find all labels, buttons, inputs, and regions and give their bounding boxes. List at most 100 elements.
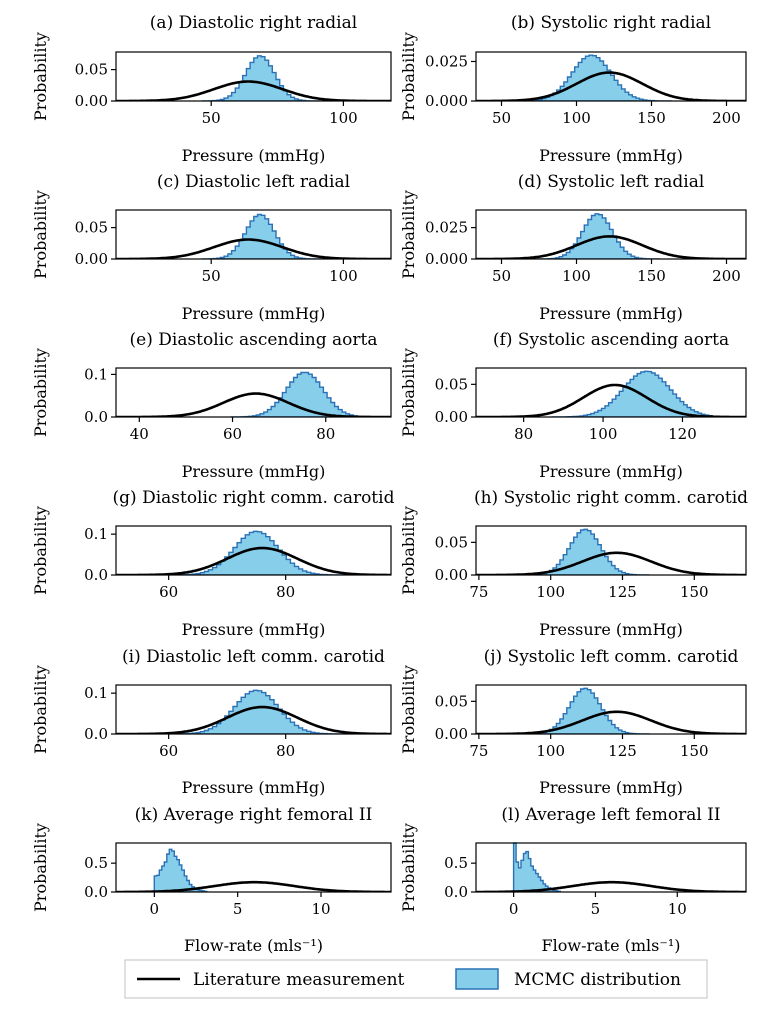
x-axis-label-e: Pressure (mmHg)	[182, 462, 326, 481]
xtick-label: 80	[276, 742, 295, 760]
ytick-label: 0.5	[84, 854, 108, 872]
ytick-label: 0.1	[84, 525, 108, 543]
ytick-label: 0.5	[444, 854, 468, 872]
xtick-label: 100	[562, 109, 591, 127]
x-axis-label-h: Pressure (mmHg)	[539, 620, 683, 639]
mcmc-histogram-c	[201, 213, 321, 259]
y-axis-label-c: Probability	[31, 190, 50, 279]
xtick-label: 100	[562, 267, 591, 285]
panel-d: 50 100 150 200 0.000 0.025 (d) Systolic left r…	[399, 172, 747, 323]
xtick-label: 150	[637, 267, 666, 285]
panel-title-j: (j) Systolic left comm. carotid	[484, 647, 739, 667]
xtick-label: 5	[591, 900, 601, 918]
ytick-label: 0.05	[435, 375, 468, 393]
xtick-label: 100	[329, 267, 358, 285]
axes-frame-d	[475, 209, 747, 260]
ytick-label: 0.1	[84, 365, 108, 383]
y-axis-label-e: Probability	[31, 348, 50, 437]
legend-mcmc-label: MCMC distribution	[514, 970, 681, 990]
panel-title-d: (d) Systolic left radial	[518, 172, 705, 192]
panel-j: 75 100 125 150 0.00 0.05 (j) Systolic left com…	[399, 647, 747, 797]
xtick-label: 150	[680, 742, 709, 760]
panel-e: 40 60 80 0.0 0.1 (e) Diastolic ascending aort…	[31, 330, 392, 481]
literature-curve-l	[476, 880, 746, 892]
x-axis-label-f: Pressure (mmHg)	[539, 462, 683, 481]
literature-curve-k	[116, 880, 391, 892]
axes-frame-j	[475, 684, 747, 735]
ytick-label: 0.025	[425, 52, 468, 70]
legend-box	[124, 959, 708, 999]
ytick-label: 0.025	[425, 219, 468, 237]
y-axis-label-i: Probability	[31, 665, 50, 754]
panel-f: 80 100 120 0.00 0.05 (f) Systolic ascending a…	[399, 330, 747, 481]
ytick-label: 0.0	[84, 566, 108, 584]
ytick-label: 0.000	[425, 92, 468, 110]
axes-frame-b	[475, 51, 747, 102]
y-axis-label-f: Probability	[399, 348, 418, 437]
xtick-label: 150	[637, 109, 666, 127]
panel-title-l: (l) Average left femoral II	[501, 805, 720, 825]
panel-title-c: (c) Diastolic left radial	[157, 172, 350, 192]
xtick-label: 10	[311, 900, 330, 918]
legend: Literature measurement MCMC distribution	[124, 959, 708, 999]
y-axis-label-a: Probability	[31, 32, 50, 121]
x-axis-label-i: Pressure (mmHg)	[182, 778, 326, 797]
xtick-label: 120	[668, 425, 697, 443]
xtick-label: 100	[536, 742, 565, 760]
ytick-label: 0.05	[435, 533, 468, 551]
mcmc-histogram-g	[167, 530, 348, 575]
xtick-label: 10	[668, 900, 687, 918]
panel-title-a: (a) Diastolic right radial	[150, 13, 357, 33]
panel-title-b: (b) Systolic right radial	[511, 13, 711, 33]
xtick-label: 100	[329, 109, 358, 127]
panel-c: 50 100 0.00 0.05 (c) Diastolic left radial Pr…	[31, 172, 392, 323]
xtick-label: 0	[509, 900, 519, 918]
ytick-label: 0.05	[75, 61, 108, 79]
y-axis-label-j: Probability	[399, 665, 418, 754]
xtick-label: 80	[514, 425, 533, 443]
mcmc-histogram-l	[512, 842, 561, 892]
y-axis-label-d: Probability	[399, 190, 418, 279]
xtick-label: 75	[469, 742, 488, 760]
y-axis-label-b: Probability	[399, 32, 418, 121]
ytick-label: 0.00	[435, 408, 468, 426]
x-axis-label-l: Flow-rate (mls⁻¹)	[542, 936, 681, 955]
x-axis-label-g: Pressure (mmHg)	[182, 620, 326, 639]
x-axis-label-d: Pressure (mmHg)	[539, 304, 683, 323]
mcmc-histogram-a	[201, 55, 321, 101]
ytick-label: 0.05	[75, 219, 108, 237]
panel-g: 60 80 0.0 0.1 (g) Diastolic right comm. caro…	[31, 488, 395, 639]
xtick-label: 100	[536, 583, 565, 601]
panel-k: 0 5 10 0.0 0.5 (k) Average right femoral II Fl…	[31, 805, 392, 955]
x-axis-label-j: Pressure (mmHg)	[539, 778, 683, 797]
axes-frame-f	[475, 367, 747, 418]
panel-b: 50 100 150 200 0.000 0.025 (b) Systolic right …	[399, 13, 747, 165]
x-axis-label-b: Pressure (mmHg)	[539, 146, 683, 165]
panel-title-k: (k) Average right femoral II	[135, 805, 373, 825]
mcmc-histogram-k	[153, 848, 208, 892]
xtick-label: 125	[608, 742, 637, 760]
xtick-label: 60	[223, 425, 242, 443]
xtick-label: 50	[202, 109, 221, 127]
xtick-label: 50	[492, 267, 511, 285]
panel-title-e: (e) Diastolic ascending aorta	[130, 330, 378, 350]
legend-literature-label: Literature measurement	[193, 970, 405, 990]
ytick-label: 0.00	[435, 725, 468, 743]
panel-l: 0 5 10 0.0 0.5 (l) Average left femoral II Flo…	[399, 805, 747, 955]
legend-mcmc-swatch	[455, 968, 499, 990]
xtick-label: 60	[159, 742, 178, 760]
x-axis-label-a: Pressure (mmHg)	[182, 146, 326, 165]
mcmc-histogram-f	[551, 370, 745, 417]
xtick-label: 40	[130, 425, 149, 443]
xtick-label: 80	[316, 425, 335, 443]
x-axis-label-c: Pressure (mmHg)	[182, 304, 326, 323]
panel-title-i: (i) Diastolic left comm. carotid	[122, 647, 385, 667]
axes-frame-k	[115, 842, 392, 893]
ytick-label: 0.05	[435, 692, 468, 710]
panel-h: 75 100 125 150 0.00 0.05 (h) Systolic right co…	[399, 488, 748, 639]
axes-frame-i	[115, 684, 392, 735]
x-axis-label-k: Flow-rate (mls⁻¹)	[184, 936, 323, 955]
mcmc-histogram-j	[522, 687, 650, 734]
ytick-label: 0.0	[84, 883, 108, 901]
